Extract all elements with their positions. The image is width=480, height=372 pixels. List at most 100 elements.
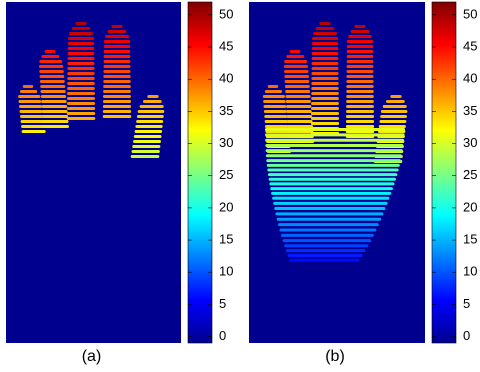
stripe <box>346 120 374 123</box>
stripe <box>67 102 95 105</box>
stripe <box>68 37 94 40</box>
stripe <box>42 110 68 113</box>
stripe <box>311 82 338 85</box>
stripe <box>265 139 404 142</box>
stripe <box>267 169 398 172</box>
stripe <box>346 105 374 108</box>
tick-label: 30 <box>219 135 233 150</box>
stripe <box>134 135 162 138</box>
stripe <box>316 27 335 30</box>
stripe <box>284 60 307 63</box>
stripe <box>40 85 65 88</box>
stripe <box>279 229 376 232</box>
stripe <box>75 22 86 25</box>
tick-label: 5 <box>463 296 470 311</box>
stripe <box>286 55 304 58</box>
stripe <box>103 70 130 73</box>
tick-label: 0 <box>219 328 226 343</box>
stripe <box>347 55 374 58</box>
stripe <box>269 178 396 181</box>
stripe <box>264 110 287 113</box>
stripe <box>270 187 393 190</box>
stripe <box>312 47 339 50</box>
stripe <box>143 100 162 103</box>
stripe <box>136 120 163 123</box>
stripe <box>286 100 311 103</box>
stripe <box>265 125 288 128</box>
stripe <box>104 55 131 58</box>
stripe <box>265 90 282 93</box>
stripe <box>268 173 397 176</box>
tick-label: 45 <box>463 38 477 53</box>
stripe <box>311 67 338 70</box>
stripe <box>68 57 95 60</box>
stripe <box>313 32 337 35</box>
stripe <box>266 154 402 157</box>
stripe <box>287 125 313 128</box>
stripe <box>135 125 162 128</box>
stripe <box>312 57 339 60</box>
stripe <box>69 32 93 35</box>
tick-label: 40 <box>219 71 233 86</box>
stripe <box>104 40 130 43</box>
stripe <box>264 115 287 118</box>
stripe <box>147 95 158 98</box>
stripe <box>131 150 159 153</box>
stripe <box>39 60 62 63</box>
stripe <box>346 85 373 88</box>
stripe <box>351 30 370 33</box>
stripe <box>68 47 95 50</box>
stripe <box>285 85 310 88</box>
stripe <box>266 159 401 162</box>
stripe <box>103 110 131 113</box>
stripe <box>104 50 131 53</box>
tick-label: 45 <box>219 38 233 53</box>
stripe <box>40 80 65 83</box>
stripe <box>104 60 131 63</box>
tick-label: 50 <box>219 6 233 21</box>
stripe <box>268 85 278 88</box>
caption: (a) <box>82 348 102 365</box>
stripe <box>283 239 372 242</box>
stripe <box>111 25 122 28</box>
stripe <box>41 100 67 103</box>
stripe <box>289 259 359 262</box>
stripe <box>42 120 68 123</box>
stripe <box>311 107 339 110</box>
stripe <box>287 120 313 123</box>
stripe <box>348 35 372 38</box>
figure: 05101520253035404550(a)05101520253035404… <box>0 0 480 372</box>
stripe <box>263 100 286 103</box>
stripe <box>284 244 368 247</box>
stripe <box>103 80 131 83</box>
stripe <box>312 62 339 65</box>
stripe <box>103 90 131 93</box>
stripe <box>281 234 374 237</box>
tick-label: 5 <box>219 296 226 311</box>
stripe <box>311 97 339 100</box>
stripe <box>103 75 130 78</box>
stripe <box>135 130 163 133</box>
stripe <box>347 50 374 53</box>
colorbar <box>188 2 212 343</box>
stripe <box>103 65 130 68</box>
stripe <box>269 182 394 185</box>
stripe <box>277 218 381 221</box>
stripe <box>264 105 287 108</box>
tick-label: 10 <box>463 264 477 279</box>
stripe <box>67 92 95 95</box>
stripe <box>346 110 374 113</box>
tick-label: 25 <box>463 167 477 182</box>
tick-label: 25 <box>219 167 233 182</box>
stripe <box>347 45 373 48</box>
stripe <box>286 110 312 113</box>
stripe <box>23 85 33 88</box>
stripe <box>67 107 95 110</box>
stripe <box>105 35 129 38</box>
stripe <box>21 120 45 123</box>
stripe <box>67 77 95 80</box>
stripe <box>43 125 69 128</box>
stripe <box>18 95 40 98</box>
stripe <box>347 40 373 43</box>
tick-label: 15 <box>463 231 477 246</box>
